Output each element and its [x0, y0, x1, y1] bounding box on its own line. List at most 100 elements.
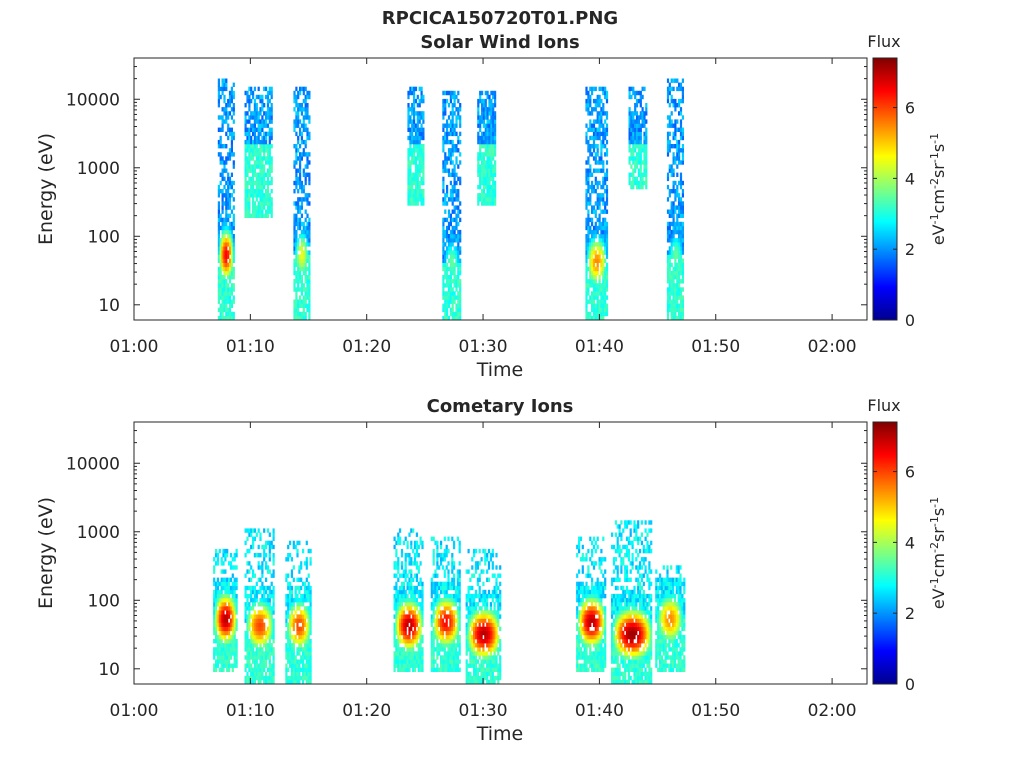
heatmap-cell: [228, 250, 232, 255]
heatmap-cell: [679, 201, 683, 206]
heatmap-cell: [451, 148, 454, 153]
heatmap-cell: [592, 205, 596, 210]
heatmap-cell: [397, 536, 400, 541]
heatmap-cell: [668, 287, 671, 292]
heatmap-cell: [215, 548, 218, 554]
heatmap-cell: [289, 675, 292, 681]
heatmap-cell: [604, 299, 607, 304]
heatmap-cell: [674, 238, 677, 243]
heatmap-cell: [270, 671, 273, 677]
heatmap-cell: [399, 614, 402, 619]
heatmap-cell: [272, 598, 275, 603]
heatmap-cell: [473, 679, 476, 685]
heatmap-cell: [441, 585, 445, 591]
heatmap-cell: [259, 168, 262, 173]
heatmap-cell: [230, 275, 233, 280]
heatmap-cell: [213, 622, 216, 627]
heatmap-cell: [447, 234, 451, 239]
heatmap-cell: [457, 234, 460, 239]
heatmap-cell: [594, 98, 597, 104]
heatmap-cell: [287, 585, 290, 591]
heatmap-cell: [479, 115, 482, 120]
heatmap-cell: [272, 622, 275, 627]
heatmap-cell: [587, 107, 590, 112]
heatmap-cell: [457, 238, 460, 243]
heatmap-cell: [473, 651, 476, 656]
heatmap-cell: [668, 193, 671, 198]
heatmap-cell: [299, 258, 302, 263]
heatmap-cell: [216, 598, 219, 603]
heatmap-cell: [257, 589, 260, 595]
heatmap-cell: [307, 618, 310, 623]
heatmap-cell: [456, 577, 459, 582]
heatmap-cell: [410, 593, 413, 599]
heatmap-cell: [248, 602, 251, 607]
heatmap-cell: [217, 225, 220, 231]
heatmap-cell: [672, 213, 675, 218]
heatmap-cell: [645, 184, 648, 190]
heatmap-cell: [308, 193, 311, 198]
heatmap-cell: [246, 119, 249, 124]
heatmap-cell: [413, 189, 416, 194]
heatmap-cell: [268, 135, 271, 141]
heatmap-cell: [645, 139, 648, 145]
heatmap-cell: [232, 135, 235, 141]
heatmap-cell: [481, 115, 484, 120]
heatmap-cell: [681, 160, 684, 165]
heatmap-cell: [417, 544, 420, 550]
heatmap-cell: [413, 602, 417, 607]
heatmap-cell: [457, 299, 460, 304]
heatmap-cell: [296, 622, 299, 627]
heatmap-cell: [303, 581, 307, 587]
heatmap-cell: [228, 291, 232, 296]
heatmap-cell: [231, 630, 234, 636]
heatmap-cell: [413, 606, 417, 611]
heatmap-cell: [442, 160, 445, 165]
heatmap-cell: [306, 135, 309, 141]
heatmap-cell: [253, 618, 256, 623]
heatmap-cell: [605, 139, 609, 145]
heatmap-cell: [645, 131, 648, 137]
heatmap-cell: [219, 266, 222, 272]
heatmap-cell: [672, 189, 675, 194]
heatmap-cell: [445, 663, 448, 668]
heatmap-cell: [257, 618, 260, 623]
heatmap-cell: [454, 598, 458, 603]
heatmap-cell: [235, 610, 238, 615]
heatmap-cell: [293, 299, 296, 304]
heatmap-cell: [257, 213, 260, 218]
heatmap-cell: [605, 148, 609, 153]
heatmap-cell: [257, 647, 260, 652]
heatmap-cell: [219, 295, 222, 300]
heatmap-cell: [443, 589, 446, 595]
heatmap-cell: [252, 156, 255, 161]
heatmap-cell: [304, 107, 307, 112]
heatmap-cell: [292, 643, 295, 648]
heatmap-cell: [674, 266, 677, 272]
heatmap-cell: [602, 86, 605, 92]
heatmap-cell: [477, 103, 480, 108]
heatmap-cell: [471, 593, 474, 599]
heatmap-cell: [268, 643, 271, 648]
heatmap-cell: [252, 152, 255, 157]
heatmap-cell: [270, 103, 273, 108]
heatmap-cell: [233, 589, 236, 595]
heatmap-cell: [302, 295, 305, 300]
heatmap-cell: [252, 172, 255, 177]
heatmap-cell: [252, 589, 255, 595]
heatmap-cell: [232, 189, 235, 194]
heatmap-cell: [589, 229, 592, 235]
heatmap-cell: [432, 548, 435, 554]
heatmap-cell: [227, 189, 230, 194]
heatmap-cell: [235, 565, 238, 570]
heatmap-cell: [257, 639, 260, 644]
heatmap-cell: [602, 262, 605, 268]
heatmap-cell: [307, 671, 310, 677]
heatmap-cell: [253, 602, 256, 607]
heatmap-cell: [419, 647, 422, 652]
heatmap-cell: [494, 164, 497, 169]
heatmap-cell: [268, 639, 271, 644]
heatmap-cell: [432, 659, 435, 664]
heatmap-cell: [248, 610, 251, 615]
heatmap-cell: [255, 189, 258, 194]
